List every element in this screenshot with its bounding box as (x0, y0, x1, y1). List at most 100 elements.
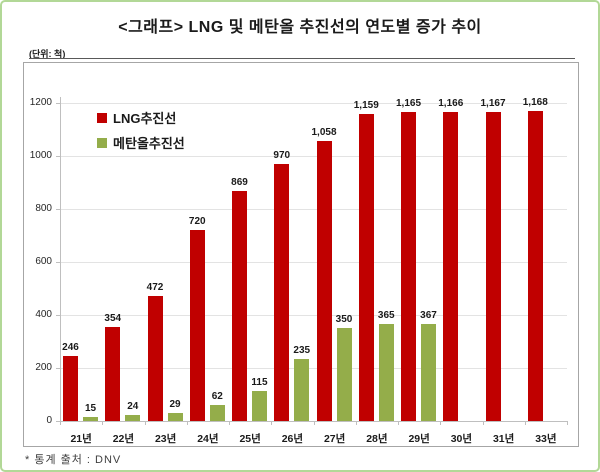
x-axis-tick (229, 421, 230, 425)
unit-label: (단위: 척) (29, 49, 66, 59)
lng-legend-swatch-icon (97, 112, 107, 123)
bar-lng (358, 113, 374, 421)
bar-lng (485, 111, 501, 421)
bar-value-label: 15 (84, 403, 97, 415)
x-axis-label: 25년 (239, 433, 261, 445)
y-axis-label: 1200 (29, 97, 52, 108)
y-axis-label: 0 (46, 415, 52, 426)
bar-lng (527, 111, 543, 421)
x-axis-label: 22년 (112, 433, 135, 445)
y-axis-label: 1000 (29, 150, 52, 161)
y-axis-line (60, 97, 61, 421)
bar-lng (443, 112, 459, 421)
bar-value-label: 62 (211, 390, 223, 402)
y-axis-tick (56, 209, 60, 210)
legend-label-methanol: 메탄올추진선 (113, 136, 185, 151)
bar-value-label: 350 (335, 314, 353, 326)
bar-value-label: 720 (188, 216, 206, 228)
x-axis-tick (524, 421, 526, 425)
gridline (61, 209, 567, 210)
bar-value-label: 1,166 (438, 98, 464, 109)
gridline (61, 262, 567, 263)
x-axis-label: 23년 (154, 433, 177, 445)
plot-area: 0 200 400 600 800 1000 1200 21년 246 15 22년 354 24 23년… (24, 63, 578, 446)
y-axis-label: 600 (35, 256, 52, 267)
bar-lng (274, 163, 290, 421)
bar-value-label: 354 (104, 313, 122, 325)
bar-lng (189, 230, 205, 421)
bar-lng (105, 327, 121, 421)
bar-methanol (167, 413, 183, 421)
bar-value-label: 1,058 (311, 126, 337, 138)
bar-methanol (378, 324, 394, 421)
bar-value-label: 24 (127, 400, 139, 412)
y-axis-tick (56, 421, 60, 422)
y-axis-tick (56, 262, 60, 263)
bar-lng (63, 355, 78, 421)
x-axis-tick (144, 421, 146, 425)
bar-value-label: 115 (251, 376, 268, 388)
bar-value-label: 869 (231, 176, 248, 188)
y-axis-label: 400 (35, 309, 52, 320)
x-axis-label: 30년 (450, 433, 473, 445)
bar-lng (401, 112, 416, 421)
bar-lng (232, 190, 247, 421)
bar-value-label: 29 (169, 399, 181, 411)
gridline (61, 368, 567, 369)
bar-value-label: 1,159 (353, 99, 379, 111)
bar-value-label: 1,168 (522, 97, 548, 109)
x-axis-tick (102, 421, 104, 425)
bar-methanol (252, 390, 267, 421)
bar-value-label: 970 (273, 149, 291, 161)
x-axis-tick (271, 421, 273, 425)
x-axis-tick (186, 421, 188, 425)
y-axis-tick (56, 156, 60, 157)
x-axis-tick (440, 421, 442, 425)
legend-item-methanol: 메탄올추진선 (97, 130, 185, 155)
x-axis-label: 33년 (535, 433, 557, 445)
methanol-legend-swatch-icon (97, 137, 107, 148)
x-axis-tick (60, 421, 61, 425)
y-axis-tick (56, 315, 60, 316)
x-axis-tick (567, 421, 568, 425)
gridline (61, 315, 567, 316)
chart-title: <그래프> LNG 및 메탄올 추진선의 연도별 증가 추이 (118, 19, 482, 36)
legend-item-lng: LNG추진선 (97, 105, 185, 130)
y-axis-tick (56, 103, 60, 104)
bar-methanol (209, 404, 225, 421)
x-axis-label: 29년 (408, 433, 430, 445)
bar-methanol (125, 414, 141, 421)
x-axis-label: 26년 (281, 433, 304, 445)
y-axis-tick (56, 368, 60, 369)
x-axis-label: 27년 (323, 433, 346, 445)
y-axis-label: 800 (35, 203, 52, 214)
x-axis-tick (355, 421, 357, 425)
x-axis-label: 31년 (492, 433, 515, 445)
x-axis-label: 21년 (70, 433, 92, 445)
x-axis-tick (313, 421, 315, 425)
bar-methanol (336, 328, 352, 421)
bar-value-label: 246 (62, 341, 79, 353)
bar-methanol (294, 358, 310, 421)
x-axis-label: 28년 (366, 433, 388, 445)
x-axis-tick (398, 421, 399, 425)
unit-rule-line (29, 58, 575, 59)
bar-lng (147, 295, 163, 421)
bar-lng (316, 140, 332, 421)
bar-methanol (83, 417, 98, 421)
x-axis-tick (482, 421, 484, 425)
bar-value-label: 1,167 (480, 97, 506, 109)
bar-value-label: 367 (420, 309, 437, 321)
bar-value-label: 235 (293, 344, 311, 356)
legend: LNG추진선 메탄올추진선 (97, 105, 185, 155)
bar-value-label: 472 (146, 281, 164, 293)
chart-area: 0 200 400 600 800 1000 1200 21년 246 15 22년 354 24 23년… (23, 62, 579, 447)
gridline (61, 156, 567, 157)
bar-value-label: 1,165 (395, 98, 422, 110)
bar-methanol (421, 323, 436, 421)
gridline (61, 103, 567, 104)
x-axis-label: 24년 (197, 433, 219, 445)
bar-value-label: 365 (377, 310, 395, 322)
source-note: * 통계 출처 : DNV (25, 454, 122, 466)
